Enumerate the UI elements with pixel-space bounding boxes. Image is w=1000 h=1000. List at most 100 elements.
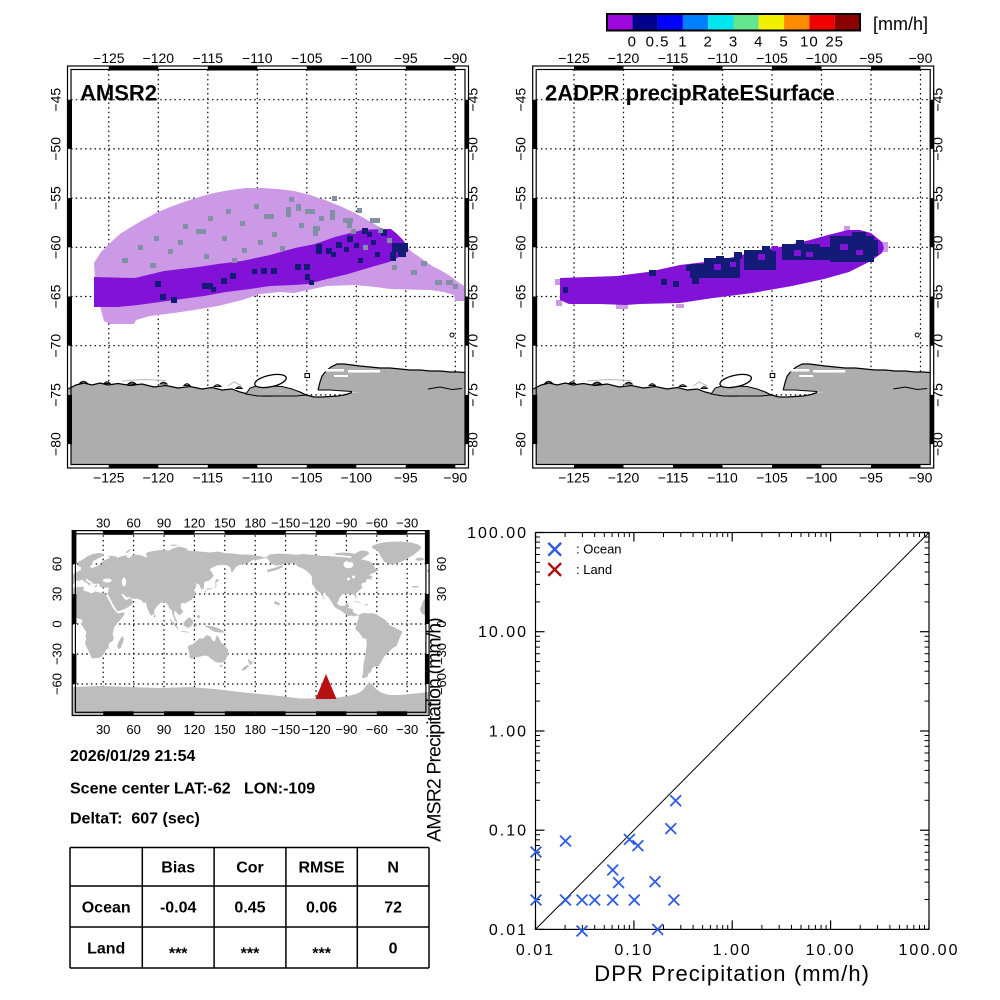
svg-text:−125: −125 <box>93 50 125 66</box>
svg-text:−60: −60 <box>366 516 388 531</box>
svg-text:2026/01/29 21:54: 2026/01/29 21:54 <box>70 748 196 765</box>
svg-text:−60: −60 <box>513 235 529 259</box>
svg-text:−100: −100 <box>806 470 838 486</box>
svg-text:−110: −110 <box>242 470 273 486</box>
svg-text:−95: −95 <box>394 50 418 66</box>
svg-text:0: 0 <box>389 941 398 958</box>
svg-text:RMSE: RMSE <box>298 860 345 877</box>
svg-text:30: 30 <box>434 587 449 601</box>
svg-text:Ocean: Ocean <box>82 900 131 917</box>
svg-text:AMSR2: AMSR2 <box>80 81 157 106</box>
svg-text:120: 120 <box>184 722 206 737</box>
svg-text:−90: −90 <box>443 50 467 66</box>
svg-text:−60: −60 <box>48 235 64 259</box>
svg-text:−55: −55 <box>48 186 64 210</box>
svg-text:DeltaT: 607 (sec): DeltaT: 607 (sec) <box>70 811 200 828</box>
svg-text:−50: −50 <box>465 137 481 161</box>
svg-text:60: 60 <box>434 557 449 571</box>
svg-text:10.00: 10.00 <box>478 624 528 641</box>
svg-text:10: 10 <box>800 34 819 51</box>
svg-text:3: 3 <box>729 34 738 51</box>
svg-text:−120: −120 <box>301 516 330 531</box>
svg-text:−110: −110 <box>707 50 738 66</box>
svg-text:90: 90 <box>157 516 171 531</box>
svg-text:30: 30 <box>96 722 110 737</box>
svg-text:−100: −100 <box>341 50 373 66</box>
svg-text:−115: −115 <box>193 50 224 66</box>
svg-text:−30: −30 <box>396 722 418 737</box>
svg-text:100.00: 100.00 <box>899 942 960 959</box>
svg-text:−60: −60 <box>930 235 946 259</box>
svg-text:−125: −125 <box>558 470 590 486</box>
svg-text:30: 30 <box>96 516 110 531</box>
svg-text:−65: −65 <box>465 284 481 308</box>
svg-text:0.5: 0.5 <box>646 34 670 51</box>
svg-text:0.06: 0.06 <box>306 900 337 917</box>
svg-text:100.00: 100.00 <box>467 525 528 542</box>
svg-text:−105: −105 <box>291 470 323 486</box>
svg-text:Land: Land <box>87 941 125 958</box>
svg-text:N: N <box>387 860 399 877</box>
svg-text:0.10: 0.10 <box>489 823 528 840</box>
svg-text:60: 60 <box>126 722 140 737</box>
svg-text:0.01: 0.01 <box>489 922 528 939</box>
svg-text:−90: −90 <box>335 722 357 737</box>
svg-text:−120: −120 <box>608 470 640 486</box>
svg-text:[mm/h]: [mm/h] <box>873 14 928 34</box>
svg-text:−75: −75 <box>48 383 64 407</box>
svg-text:−80: −80 <box>513 432 529 456</box>
svg-text:***: *** <box>169 946 188 963</box>
svg-text:0.10: 0.10 <box>614 942 653 959</box>
svg-text:−90: −90 <box>335 516 357 531</box>
svg-text:−45: −45 <box>465 88 481 112</box>
svg-text:−90: −90 <box>909 470 933 486</box>
svg-text:−100: −100 <box>806 50 838 66</box>
svg-text:−80: −80 <box>465 432 481 456</box>
svg-text:−45: −45 <box>930 88 946 112</box>
svg-text:−55: −55 <box>465 186 481 210</box>
svg-text:72: 72 <box>384 900 402 917</box>
svg-text:−110: −110 <box>707 470 738 486</box>
svg-text:−30: −30 <box>50 643 65 665</box>
svg-text:30: 30 <box>50 587 65 601</box>
svg-text:150: 150 <box>214 722 236 737</box>
svg-text:−80: −80 <box>48 432 64 456</box>
svg-text:1.00: 1.00 <box>713 942 752 959</box>
svg-text:−95: −95 <box>859 470 883 486</box>
svg-text:−50: −50 <box>48 137 64 161</box>
svg-text:90: 90 <box>157 722 171 737</box>
svg-text:−105: −105 <box>756 50 788 66</box>
svg-text:−75: −75 <box>465 383 481 407</box>
svg-text:0: 0 <box>434 620 449 627</box>
svg-text:−120: −120 <box>608 50 640 66</box>
svg-text:1: 1 <box>678 34 687 51</box>
svg-text:5: 5 <box>779 34 788 51</box>
svg-text:−100: −100 <box>341 470 373 486</box>
svg-text:−50: −50 <box>930 137 946 161</box>
svg-text:−50: −50 <box>513 137 529 161</box>
svg-text:−150: −150 <box>271 516 300 531</box>
svg-text:−60: −60 <box>366 722 388 737</box>
svg-text:−55: −55 <box>930 186 946 210</box>
svg-text:−45: −45 <box>48 88 64 112</box>
svg-text:−115: −115 <box>658 50 689 66</box>
svg-text:120: 120 <box>184 516 206 531</box>
svg-text:−90: −90 <box>443 470 467 486</box>
svg-text:***: *** <box>241 946 260 963</box>
svg-text:***: *** <box>312 946 331 963</box>
svg-text:−70: −70 <box>48 334 64 358</box>
svg-text:−65: −65 <box>513 284 529 308</box>
svg-text:0: 0 <box>628 34 637 51</box>
svg-text:: Ocean: : Ocean <box>576 542 622 557</box>
svg-text:−65: −65 <box>930 284 946 308</box>
svg-text:−70: −70 <box>930 334 946 358</box>
svg-text:−95: −95 <box>859 50 883 66</box>
svg-text:−105: −105 <box>291 50 323 66</box>
svg-text:−110: −110 <box>242 50 273 66</box>
svg-text:−65: −65 <box>48 284 64 308</box>
svg-text:−60: −60 <box>465 235 481 259</box>
svg-text:−70: −70 <box>465 334 481 358</box>
svg-text:0: 0 <box>50 620 65 627</box>
svg-text:−120: −120 <box>143 50 175 66</box>
svg-text:Scene center LAT:-62 LON:-10: Scene center LAT:-62 LON:-109 <box>70 781 315 798</box>
